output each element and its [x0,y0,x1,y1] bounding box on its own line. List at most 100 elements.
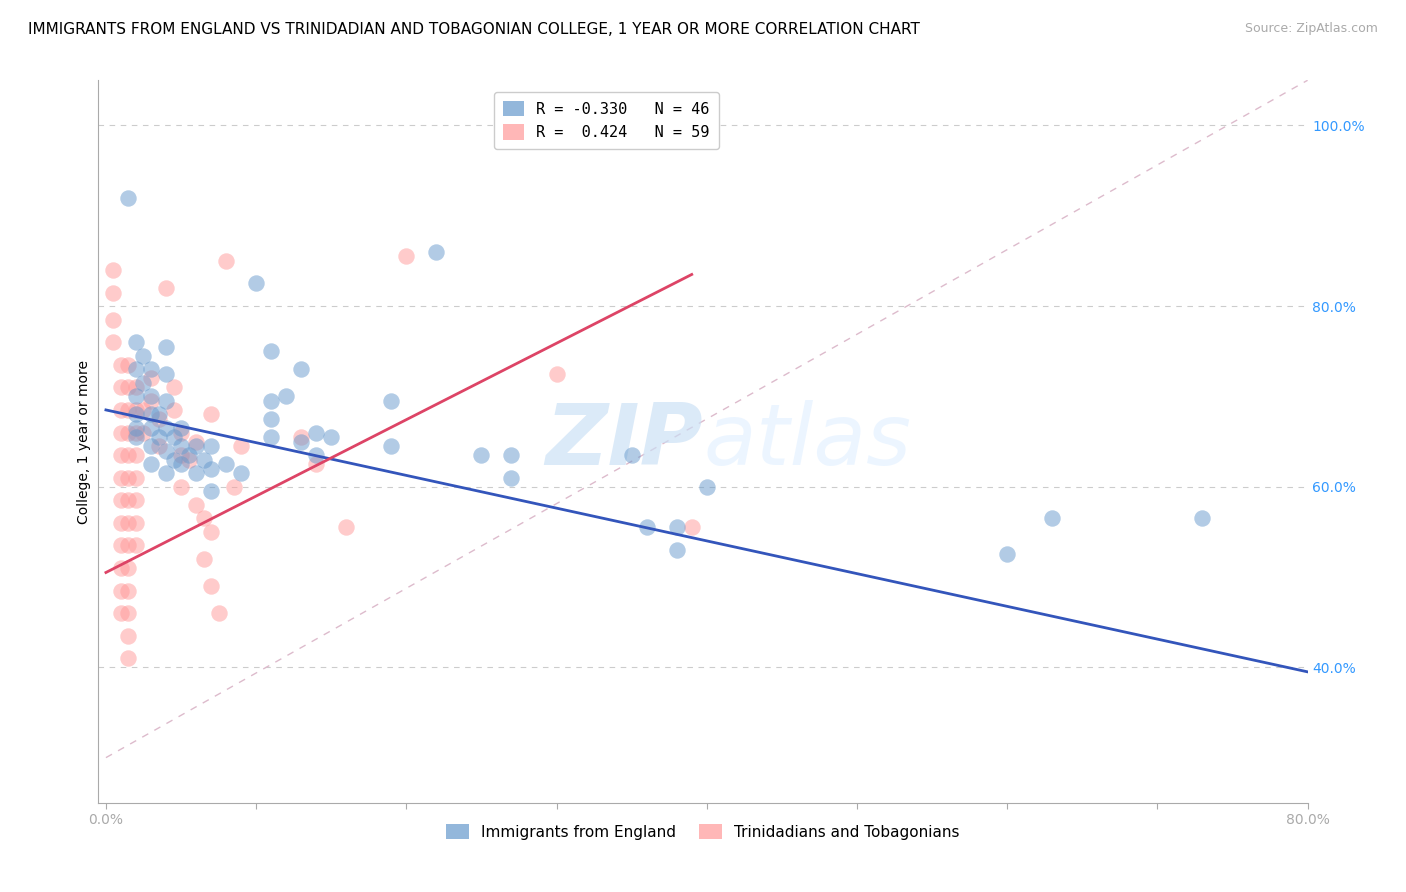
Point [1040,511,1063,525]
Point [276,389,298,403]
Point [200,439,222,453]
Point [184,466,207,480]
Point [132,349,155,363]
Point [155,466,177,480]
Point [200,461,222,475]
Point [155,421,177,435]
Point [110,583,132,598]
Point [501,471,523,485]
Legend: Immigrants from England, Trinidadians and Tobagonians: Immigrants from England, Trinidadians an… [440,818,966,846]
Point [305,457,328,471]
Point [125,403,148,417]
Point [470,448,492,462]
Point [501,448,523,462]
Point [110,403,132,417]
Point [125,425,148,440]
Point [139,371,162,385]
Point [155,367,177,381]
Point [193,452,215,467]
Point [103,285,125,300]
Point [620,448,643,462]
Point [207,606,229,620]
Point [546,367,568,381]
Point [184,439,207,453]
Point [117,448,139,462]
Point [321,430,343,444]
Point [162,403,184,417]
Point [696,480,718,494]
Point [215,457,238,471]
Point [125,421,148,435]
Point [636,520,658,534]
Point [139,389,162,403]
Point [125,362,148,376]
Point [380,439,402,453]
Point [335,520,357,534]
Point [162,430,184,444]
Point [148,430,170,444]
Point [1191,511,1213,525]
Point [193,511,215,525]
Point [290,434,312,449]
Point [177,448,200,462]
Point [139,421,162,435]
Point [193,552,215,566]
Point [125,408,148,422]
Point [117,493,139,508]
Point [117,538,139,552]
Point [184,434,207,449]
Point [125,493,148,508]
Point [395,249,418,263]
Point [139,457,162,471]
Point [162,380,184,394]
Point [117,629,139,643]
Point [290,362,312,376]
Point [184,498,207,512]
Point [110,538,132,552]
Point [110,516,132,530]
Point [229,439,252,453]
Point [665,542,688,557]
Point [170,457,193,471]
Point [170,448,193,462]
Point [995,548,1018,562]
Point [103,312,125,326]
Text: IMMIGRANTS FROM ENGLAND VS TRINIDADIAN AND TOBAGONIAN COLLEGE, 1 YEAR OR MORE CO: IMMIGRANTS FROM ENGLAND VS TRINIDADIAN A… [28,22,920,37]
Point [125,448,148,462]
Point [110,380,132,394]
Point [110,493,132,508]
Point [117,191,139,205]
Point [155,393,177,408]
Point [245,277,267,291]
Point [681,520,703,534]
Point [117,516,139,530]
Point [117,471,139,485]
Point [665,520,688,534]
Point [170,421,193,435]
Point [125,430,148,444]
Point [200,484,222,499]
Point [155,281,177,295]
Point [155,443,177,458]
Point [139,439,162,453]
Point [125,516,148,530]
Point [200,408,222,422]
Point [117,403,139,417]
Point [148,439,170,453]
Point [103,263,125,277]
Point [132,403,155,417]
Point [155,340,177,354]
Point [222,480,245,494]
Point [170,439,193,453]
Point [110,471,132,485]
Point [177,452,200,467]
Point [125,380,148,394]
Point [117,380,139,394]
Point [117,606,139,620]
Point [132,425,155,440]
Point [139,393,162,408]
Point [103,335,125,350]
Point [117,358,139,372]
Point [305,448,328,462]
Point [110,561,132,575]
